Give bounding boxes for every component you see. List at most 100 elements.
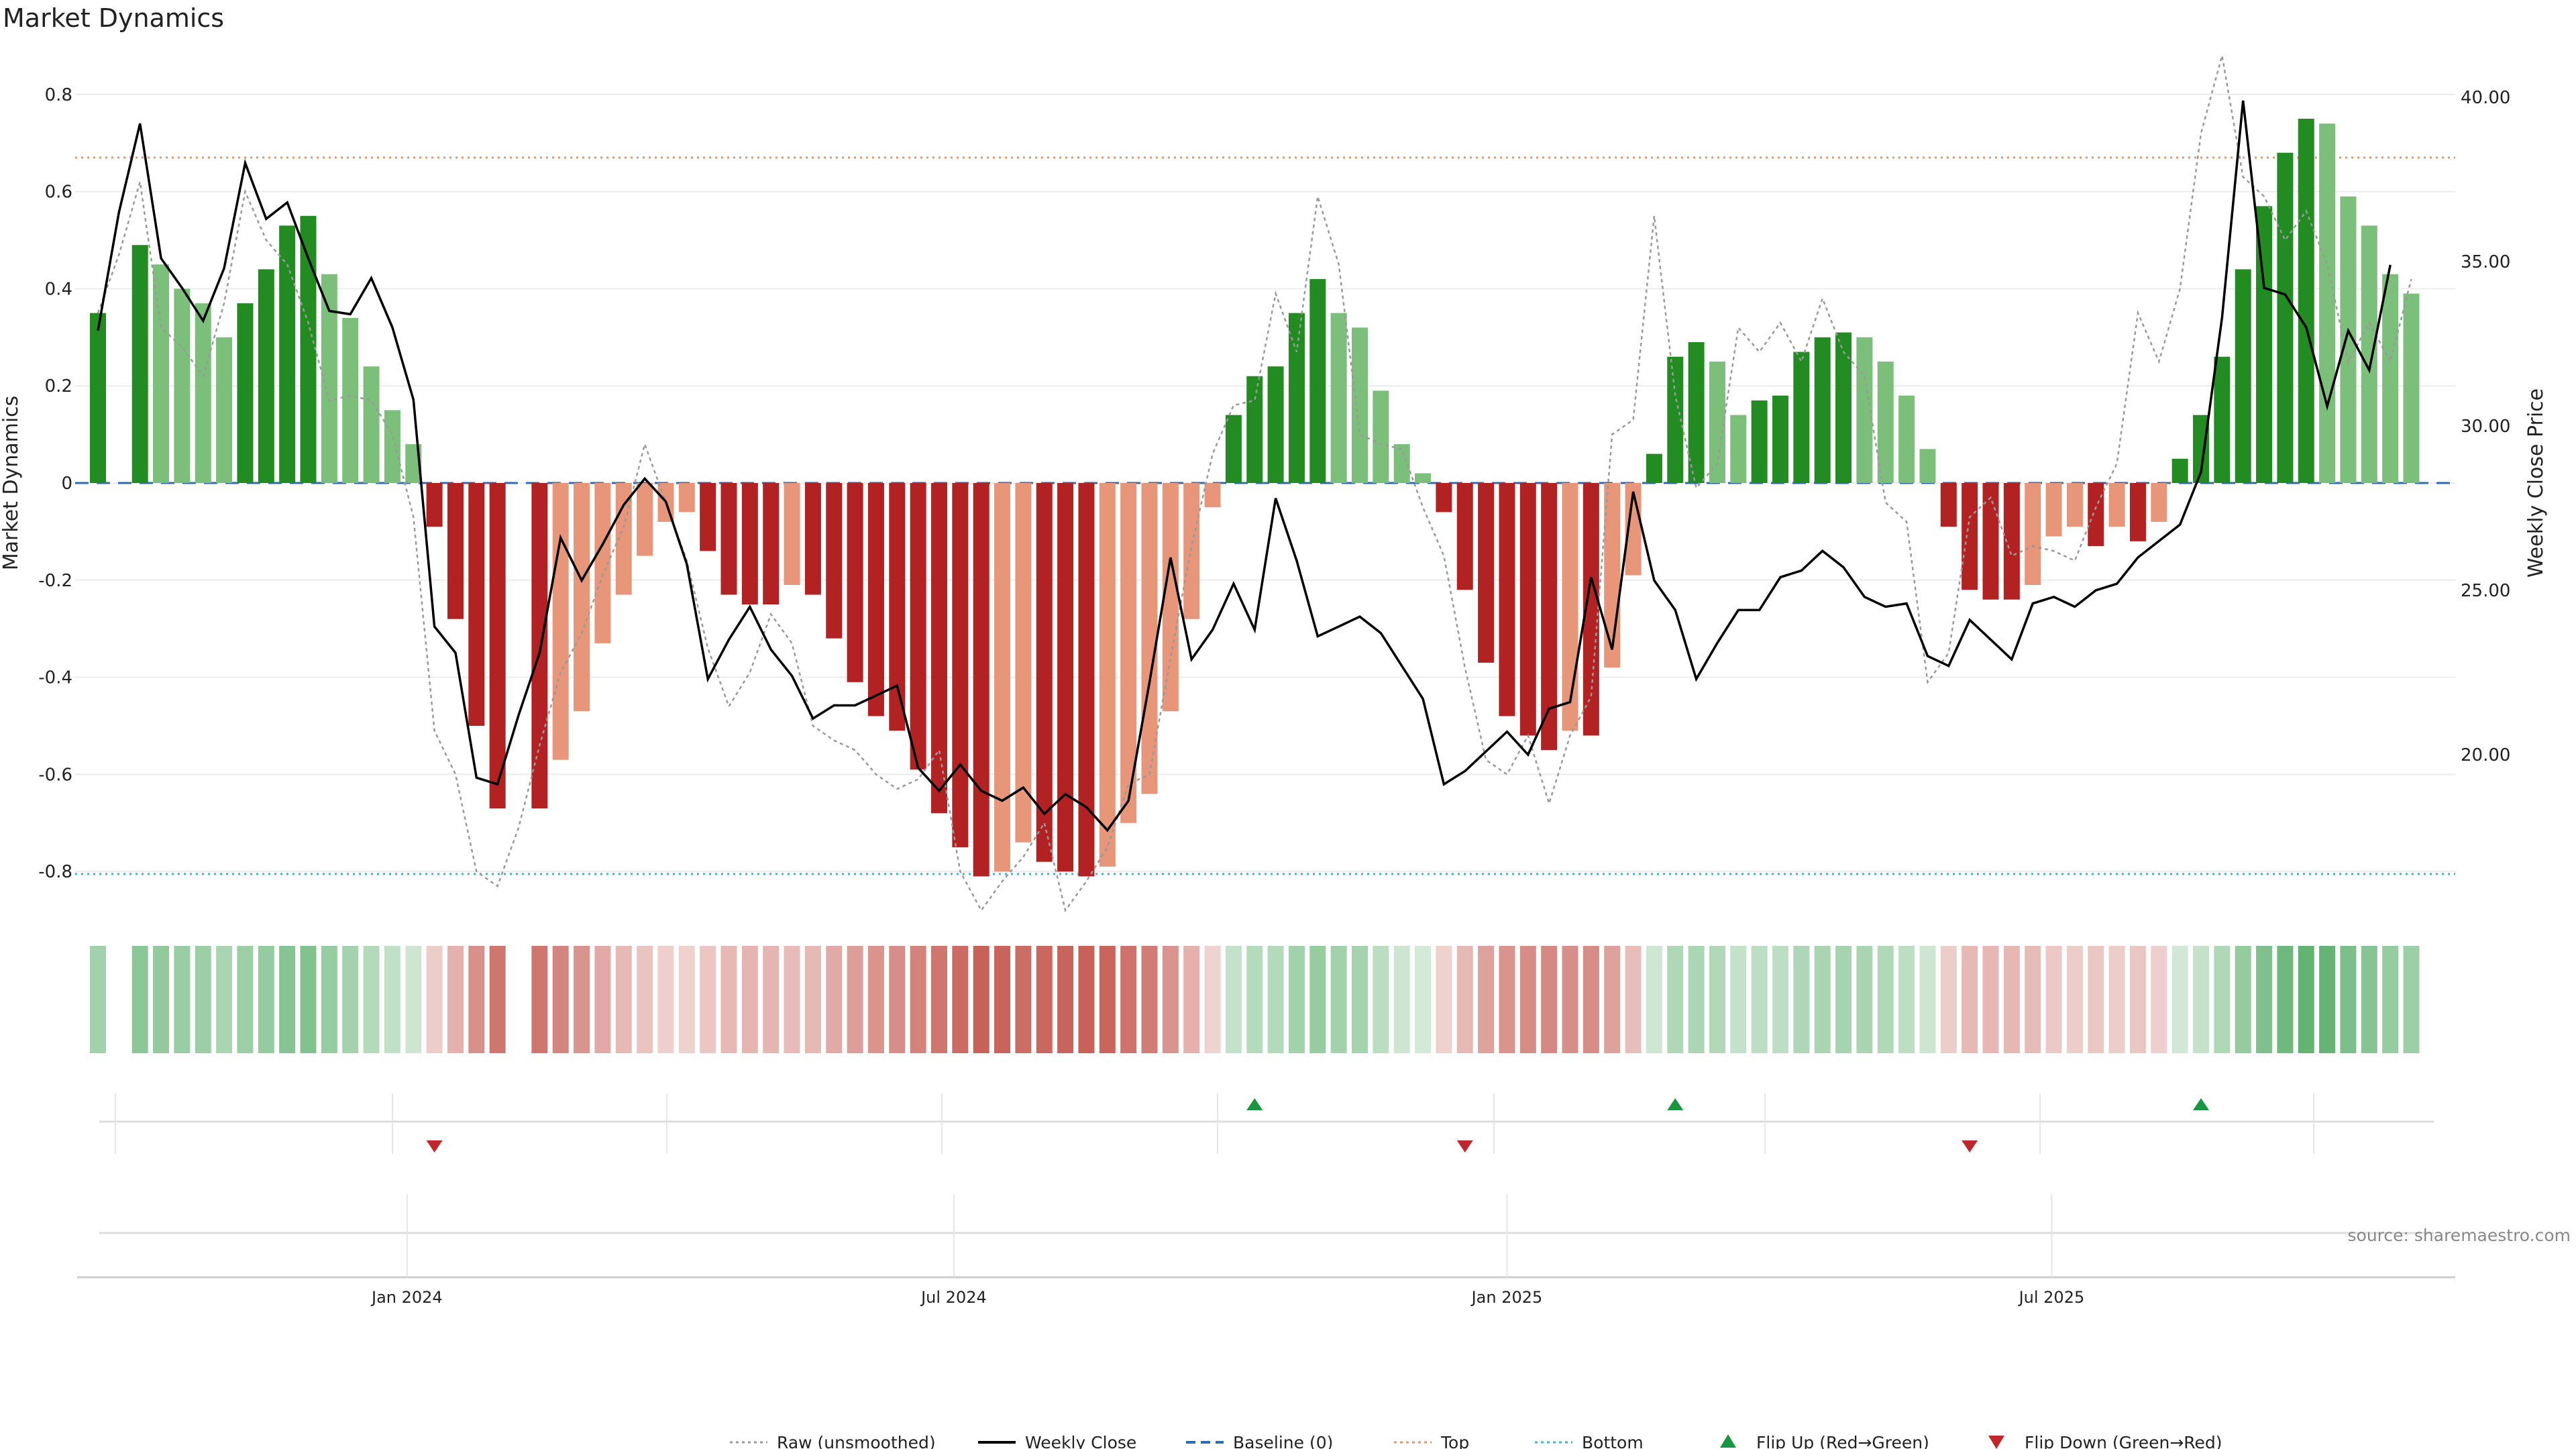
dynamics-bar — [784, 483, 800, 586]
strip-cell — [1856, 946, 1873, 1053]
strip-cell — [426, 946, 443, 1053]
dynamics-bar — [973, 483, 989, 877]
strip-cell — [468, 946, 485, 1053]
strip-cell — [90, 946, 106, 1053]
strip-cell — [1751, 946, 1768, 1053]
dynamics-bar — [1246, 376, 1263, 483]
strip-cell — [2151, 946, 2167, 1053]
dynamics-bar — [1814, 337, 1831, 483]
strip-cell — [1835, 946, 1852, 1053]
chart-title: Market Dynamics — [3, 3, 224, 33]
strip-cell — [531, 946, 548, 1053]
strip-cell — [1962, 946, 1978, 1053]
dynamics-bar — [826, 483, 843, 639]
dynamics-bar — [763, 483, 780, 604]
dynamics-bar — [195, 303, 211, 483]
strip-cell — [1373, 946, 1389, 1053]
strip-cell — [1814, 946, 1831, 1053]
strip-cell — [2361, 946, 2377, 1053]
strip-cell — [637, 946, 653, 1053]
strip-cell — [2235, 946, 2251, 1053]
dynamics-bar — [804, 483, 821, 595]
legend-label: Baseline (0) — [1233, 1433, 1333, 1449]
strip-cell — [1330, 946, 1347, 1053]
dynamics-bar — [1393, 444, 1410, 483]
y-tick-left: -0.8 — [38, 862, 72, 882]
strip-cell — [279, 946, 296, 1053]
strip-cell — [1015, 946, 1032, 1053]
flip-down-marker — [426, 1140, 443, 1152]
strip-cell — [1057, 946, 1074, 1053]
dynamics-bar — [342, 317, 359, 483]
strip-cell — [763, 946, 780, 1053]
strip-cell — [1898, 946, 1915, 1053]
strip-cell — [952, 946, 969, 1053]
dynamics-bar — [994, 483, 1011, 872]
dynamics-bar — [552, 483, 569, 760]
dynamics-bar — [363, 366, 380, 483]
dynamics-bar — [321, 274, 337, 483]
dynamics-bar — [1057, 483, 1074, 872]
strip-cell — [2193, 946, 2209, 1053]
dynamics-bar — [1352, 327, 1368, 483]
flip-up-marker — [2193, 1098, 2209, 1110]
strip-cell — [1730, 946, 1747, 1053]
strip-cell — [1078, 946, 1095, 1053]
dynamics-bar — [1183, 483, 1200, 619]
strip-cell — [1267, 946, 1284, 1053]
dynamics-bar — [1141, 483, 1158, 794]
strip-cell — [2214, 946, 2231, 1053]
dynamics-bar — [1478, 483, 1495, 663]
strip-cell — [321, 946, 337, 1053]
strip-cell — [615, 946, 632, 1053]
strip-cell — [1436, 946, 1452, 1053]
strip-cell — [1246, 946, 1263, 1053]
strip-cell — [195, 946, 211, 1053]
dynamics-bar — [258, 269, 274, 483]
dynamics-bar — [2151, 483, 2167, 522]
weekly-close-line — [97, 100, 2392, 833]
strip-cell — [594, 946, 611, 1053]
dynamics-bar — [2129, 483, 2146, 541]
strip-cell — [1393, 946, 1410, 1053]
dynamics-bar — [2214, 356, 2231, 483]
strip-cell — [1036, 946, 1053, 1053]
dynamics-bar — [2319, 123, 2336, 484]
dynamics-bar — [1962, 483, 1978, 590]
y-tick-left: -0.6 — [38, 765, 72, 785]
series-lines — [97, 55, 2412, 913]
strip-cell — [826, 946, 843, 1053]
dynamics-bar — [468, 483, 485, 726]
dynamics-bar — [489, 483, 506, 809]
dynamics-bar — [174, 288, 191, 483]
dynamics-bar — [1204, 483, 1221, 508]
strip-cell — [258, 946, 274, 1053]
dynamics-bar — [910, 483, 926, 770]
flip-down-marker — [1456, 1140, 1473, 1152]
strip-cell — [1519, 946, 1536, 1053]
strip-cell — [2025, 946, 2041, 1053]
strip-cell — [2003, 946, 2020, 1053]
legend-label: Raw (unsmoothed) — [777, 1433, 936, 1449]
y-tick-left: 0.8 — [45, 85, 72, 105]
strip-cell — [405, 946, 422, 1053]
dynamics-bar — [531, 483, 548, 809]
source-note: source: sharemaestro.com — [2348, 1226, 2571, 1245]
strip-cell — [2256, 946, 2273, 1053]
strip-cell — [889, 946, 906, 1053]
strip-cell — [2108, 946, 2125, 1053]
dynamics-bar — [2088, 483, 2104, 547]
dynamics-bar — [1772, 395, 1788, 483]
strip-cell — [847, 946, 863, 1053]
dynamics-bars — [90, 119, 2420, 877]
x-tick-label: Jul 2025 — [2018, 1288, 2085, 1307]
raw-unsmoothed-line — [97, 55, 2412, 913]
legend-label: Bottom — [1582, 1433, 1644, 1449]
dynamics-bar — [931, 483, 947, 814]
strip-cell — [174, 946, 191, 1053]
dynamics-bar — [637, 483, 653, 556]
y-tick-left: 0.6 — [45, 182, 72, 203]
strip-cell — [1141, 946, 1158, 1053]
strip-cell — [574, 946, 590, 1053]
